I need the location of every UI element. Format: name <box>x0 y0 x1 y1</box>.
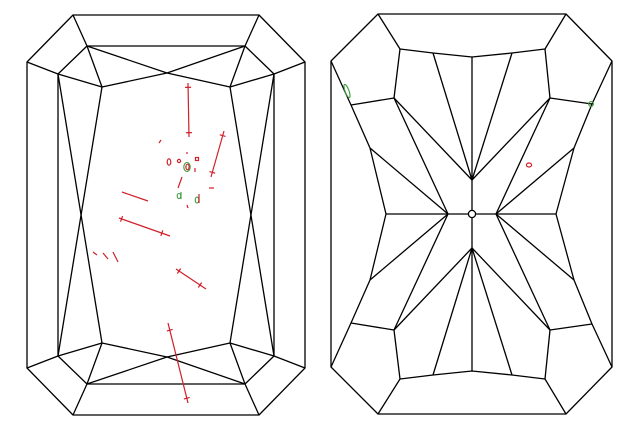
feather-inclusion <box>209 130 226 178</box>
pavilion-facet-edge <box>369 147 449 215</box>
crown-facet-edge <box>86 342 103 385</box>
feather-inclusion <box>158 139 162 144</box>
crown-facet-edge <box>72 14 88 47</box>
needle-inclusion <box>194 196 200 204</box>
feather-line <box>112 251 119 263</box>
pavilion-facet-edge <box>471 52 513 181</box>
pavilion-facet-edge <box>495 213 551 331</box>
needle-inclusion <box>176 192 182 200</box>
pavilion-facet-edge <box>495 213 575 281</box>
crown-facet-edge <box>273 61 306 75</box>
pinpoint-dot <box>186 152 188 154</box>
pavilion-facet-edge <box>377 13 567 58</box>
feather-tick <box>176 268 182 274</box>
pavilion-facet-edge <box>555 213 613 368</box>
pavilion-view-diagram <box>330 13 613 415</box>
feather-line <box>102 252 109 260</box>
crown-facet-edge <box>86 45 103 88</box>
feather-tick <box>183 396 190 400</box>
feather-inclusion <box>121 191 149 202</box>
feather-tick <box>160 230 164 237</box>
natural-inclusion <box>343 83 351 99</box>
crown-facet-edge <box>26 355 59 369</box>
crown-facet-edge <box>86 45 231 88</box>
feather-line <box>121 191 149 202</box>
natural-inclusion <box>588 101 594 107</box>
cloud-inclusion-core <box>185 163 190 171</box>
pavilion-facet-edge <box>393 213 449 331</box>
crown-view-diagram <box>26 14 306 416</box>
crown-facet-edge <box>26 61 59 75</box>
crown-facet-edge <box>101 342 246 385</box>
pavilion-facet-edge <box>471 247 513 376</box>
pavilion-facet-edge <box>330 60 387 215</box>
crown-facet-edge <box>101 45 246 88</box>
crown-facet-edge <box>57 86 103 357</box>
pavilion-facet-edge <box>393 97 473 181</box>
pavilion-facet-edge <box>350 322 401 380</box>
crown-facet-edge <box>229 73 275 344</box>
crown-facet-edge <box>72 383 88 416</box>
pavilion-facet-edge <box>471 247 551 331</box>
feather-line <box>92 251 98 256</box>
crown-facet-edge <box>57 73 103 88</box>
pavilion-facet-edge <box>544 323 593 380</box>
feather-inclusion <box>175 268 207 290</box>
pavilion-facet-edge <box>330 213 387 368</box>
crown-outline <box>26 14 306 416</box>
feather-inclusion <box>186 204 189 209</box>
pavilion-facet-edge <box>350 48 401 106</box>
feather-line <box>177 176 183 189</box>
pavilion-facet-edge <box>393 247 473 331</box>
crystal-inclusion <box>166 158 172 166</box>
crown-facet-edge <box>229 73 275 88</box>
crown-facet-edge <box>244 383 260 416</box>
crystal-inclusion <box>194 156 200 162</box>
crystal-inclusion <box>525 162 533 168</box>
crown-facet-edge <box>244 14 260 47</box>
pavilion-facet-edge <box>432 247 473 376</box>
feather-line <box>158 139 162 144</box>
crown-facet-edge <box>273 355 306 369</box>
feather-inclusion <box>92 251 98 256</box>
pinpoint-inclusion <box>176 158 182 164</box>
pavilion-facet-edge <box>495 147 575 215</box>
feather-line <box>186 204 189 209</box>
feather-tick <box>209 171 216 174</box>
feather-tick <box>166 328 173 332</box>
crown-facet-edge <box>229 342 275 357</box>
crown-facet-edge <box>229 86 275 357</box>
feather-inclusion <box>102 252 109 260</box>
pavilion-facet-edge <box>393 97 449 215</box>
feather-inclusion <box>166 322 190 404</box>
crown-facet-edge <box>229 342 246 385</box>
pavilion-facet-edge <box>471 97 551 181</box>
pavilion-facet-edge <box>432 52 473 181</box>
crown-girdle-outline <box>57 45 275 385</box>
feather-inclusion <box>118 215 171 237</box>
feather-line <box>175 268 207 290</box>
crown-facet-edge <box>229 45 246 88</box>
crown-facet-edge <box>57 342 103 357</box>
feather-line <box>210 130 225 178</box>
culet-circle <box>467 209 477 219</box>
crown-facet-edge <box>86 342 231 385</box>
cloud-inclusion <box>183 161 191 173</box>
feather-inclusion <box>177 176 183 189</box>
feather-line <box>167 322 189 404</box>
feather-inclusion <box>112 251 119 263</box>
feather-line <box>187 82 190 138</box>
feather-inclusion <box>185 82 192 138</box>
pavilion-facet-edge <box>495 97 551 215</box>
crown-facet-edge <box>57 73 103 344</box>
pavilion-facet-edge <box>369 213 449 281</box>
feather-tick <box>219 134 226 137</box>
pavilion-facet-edge <box>555 60 613 215</box>
feather-tick <box>119 215 124 222</box>
pavilion-facet-edge <box>377 370 567 415</box>
feather-tick <box>197 282 203 288</box>
pavilion-facet-edge <box>544 48 593 105</box>
